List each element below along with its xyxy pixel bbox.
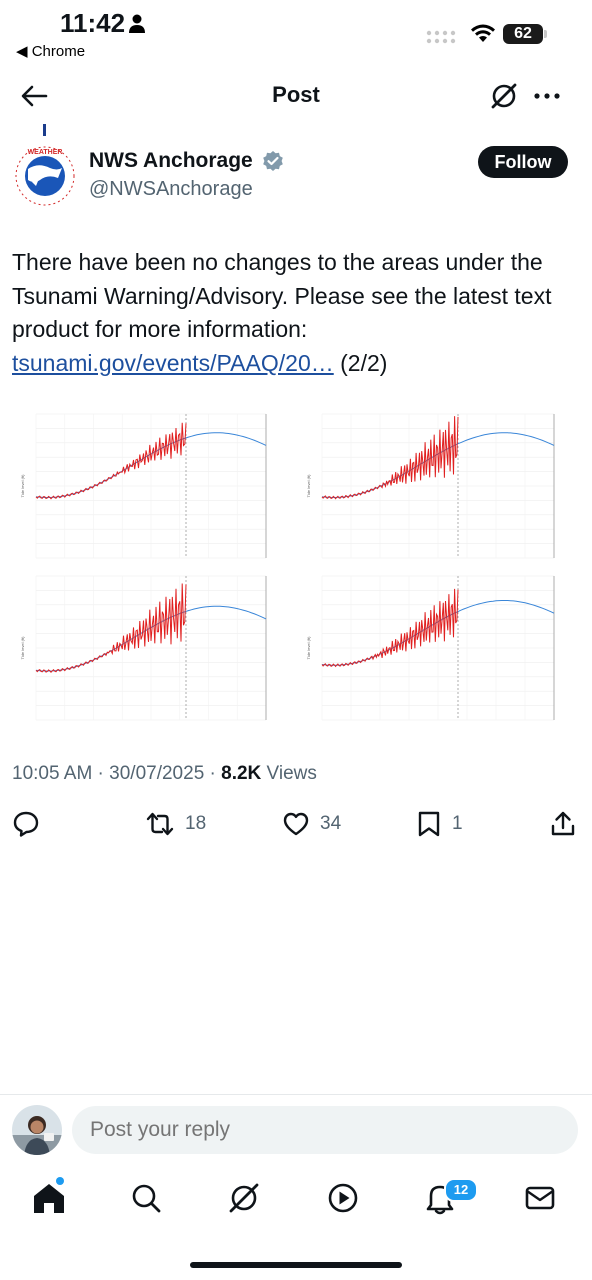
grok-tab-icon[interactable]: [226, 1180, 262, 1216]
notifications-badge: 12: [444, 1178, 478, 1202]
post-suffix: (2/2): [333, 349, 388, 376]
back-arrow-icon[interactable]: [18, 80, 50, 112]
post-link[interactable]: tsunami.gov/events/PAAQ/20…: [12, 349, 334, 376]
chart-observed-series: [35, 422, 187, 500]
chart-observed-series: [35, 583, 187, 673]
svg-text:WEATHER: WEATHER: [28, 149, 63, 156]
post-body: There have been no changes to the areas …: [12, 249, 552, 342]
share-icon: [551, 811, 575, 836]
messages-icon[interactable]: [522, 1180, 558, 1216]
home-icon[interactable]: [31, 1180, 67, 1216]
battery-tip: [544, 30, 547, 38]
reply-input[interactable]: [72, 1106, 578, 1154]
post-timestamp: 10:05 AM · 30/07/2025 ·: [12, 763, 222, 784]
author-name[interactable]: NWS Anchorage: [89, 149, 253, 172]
video-play-icon[interactable]: [325, 1180, 361, 1216]
views-label: Views: [261, 763, 317, 784]
bookmark-icon: [418, 811, 440, 837]
status-time: 11:42: [60, 8, 126, 38]
home-notification-dot: [56, 1177, 64, 1185]
reply-button[interactable]: [12, 809, 40, 839]
bookmark-count: 1: [452, 813, 463, 834]
grok-icon[interactable]: [488, 80, 520, 112]
battery-indicator: 62: [503, 24, 543, 44]
author-avatar[interactable]: WEATHER: [10, 124, 80, 212]
back-to-chrome-link[interactable]: ◀ Chrome: [16, 43, 86, 60]
chart-ylabel: Tide level (ft): [20, 636, 25, 660]
search-icon[interactable]: [128, 1180, 164, 1216]
like-button[interactable]: 34: [282, 809, 341, 839]
bookmark-button[interactable]: 1: [416, 809, 463, 839]
post-text: There have been no changes to the areas …: [12, 246, 572, 380]
page-title: Post: [272, 82, 320, 107]
like-count: 34: [320, 813, 342, 834]
chart-ylabel: Tide level (ft): [20, 474, 25, 498]
author-handle[interactable]: @NWSAnchorage: [89, 178, 253, 200]
home-indicator: [190, 1262, 402, 1268]
wifi-icon: [471, 24, 495, 42]
reply-icon: [13, 811, 39, 837]
chart-observed-series: [321, 416, 459, 500]
chart-ylabel: Tide level (ft): [306, 636, 311, 660]
more-options-icon[interactable]: [530, 84, 564, 108]
reply-divider: [0, 1094, 592, 1095]
follow-button[interactable]: Follow: [478, 146, 568, 178]
verified-badge-icon: [263, 151, 283, 171]
retweet-button[interactable]: 18: [145, 809, 206, 839]
post-image[interactable]: Tide level (ft) Tide level (ft) Tide level…: [14, 402, 578, 742]
person-icon: [129, 14, 145, 33]
cellular-signal-icon: [426, 30, 456, 44]
chart-ylabel: Tide level (ft): [306, 474, 311, 498]
chart-observed-series: [321, 588, 459, 668]
retweet-icon: [146, 812, 174, 836]
user-avatar[interactable]: [12, 1105, 62, 1155]
heart-icon: [283, 812, 309, 836]
retweet-count: 18: [185, 813, 207, 834]
views-count: 8.2K: [221, 763, 262, 784]
tide-gauge-charts: Tide level (ft) Tide level (ft) Tide level…: [20, 413, 555, 721]
share-button[interactable]: [550, 809, 576, 839]
post-meta: 10:05 AM · 30/07/2025 · 8.2K Views: [12, 763, 317, 785]
chart-predicted-series: [35, 605, 267, 672]
